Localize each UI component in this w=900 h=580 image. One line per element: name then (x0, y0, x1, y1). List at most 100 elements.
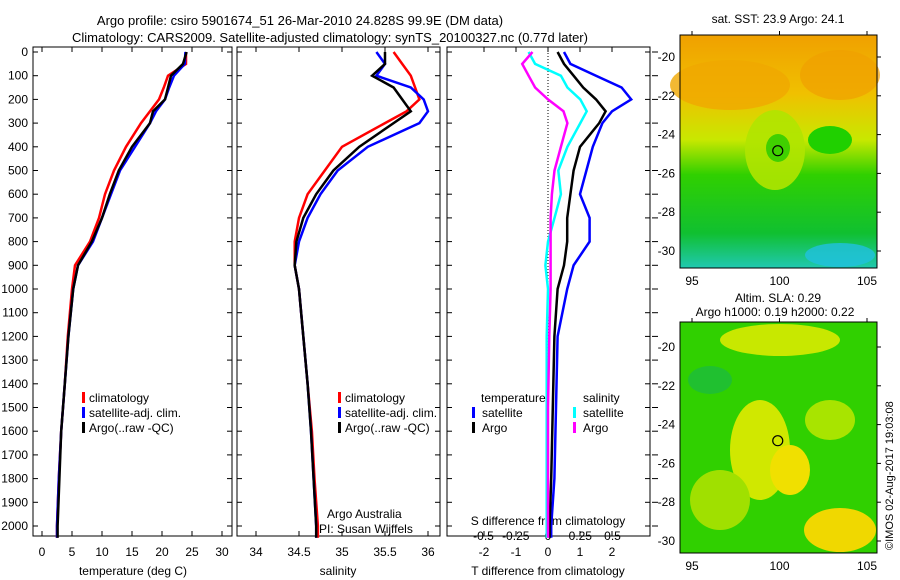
legend-label: climatology (89, 391, 149, 405)
tdiff-xlabel: T difference from climatology (471, 564, 625, 578)
sla-map: Altim. SLA: 0.29 Argo h1000: 0.19 h2000:… (658, 291, 881, 573)
credit-line2: PI: Susan Wijffels (319, 522, 413, 536)
legend-label: Argo(..raw -QC) (345, 421, 430, 435)
series-line-s-satellite (527, 51, 589, 538)
legend-label: Argo (482, 421, 508, 435)
lat-tick-label: -28 (658, 495, 676, 509)
lat-tick-label: -22 (658, 379, 676, 393)
depth-tick-label: 0 (21, 45, 28, 59)
series-line-t-argo (548, 51, 608, 538)
title-line2: Climatology: CARS2009. Satellite-adjuste… (72, 30, 588, 45)
copyright-footer: ©IMOS 02-Aug-2017 19:03:08 (884, 401, 896, 550)
depth-tick-label: 1700 (1, 448, 28, 462)
x-tick-label: 1 (577, 545, 584, 559)
x-tick-label: 34.5 (287, 545, 311, 559)
lon-tick-label: 105 (857, 559, 877, 573)
depth-tick-label: 1900 (1, 495, 28, 509)
depth-tick-label: 800 (8, 235, 28, 249)
lat-tick-label: -30 (658, 244, 676, 258)
s-tick-label: -0.25 (502, 529, 530, 543)
title-line1: Argo profile: csiro 5901674_51 26-Mar-20… (97, 13, 503, 28)
sla-high (690, 470, 750, 530)
x-tick-label: 0 (545, 545, 552, 559)
lat-tick-label: -22 (658, 89, 676, 103)
x-tick-label: 35 (335, 545, 349, 559)
sla-low (688, 366, 732, 394)
depth-tick-label: 2000 (1, 519, 28, 533)
legend-swatch (82, 392, 85, 403)
x-tick-label: -1 (511, 545, 522, 559)
argo-location-marker (772, 435, 784, 447)
argo-location-marker (772, 145, 784, 157)
lat-tick-label: -20 (658, 50, 676, 64)
depth-tick-label: 300 (8, 116, 28, 130)
depth-tick-label: 1000 (1, 282, 28, 296)
legend-swatch (82, 422, 85, 433)
series-line-satellite-adj-clim- (55, 51, 187, 538)
sst-warm-patch (670, 60, 790, 110)
series-line-t-satellite (549, 51, 634, 538)
legend-swatch (573, 407, 576, 418)
map-frame (679, 321, 878, 554)
temperature-xlabel: temperature (deg C) (79, 564, 187, 578)
sla-high (804, 508, 876, 552)
depth-tick-label: 400 (8, 140, 28, 154)
credit-line1: Argo Australia (327, 507, 402, 521)
lat-tick-label: -20 (658, 340, 676, 354)
lat-tick-label: -24 (658, 418, 676, 432)
sla-high (720, 324, 840, 356)
map-frame (679, 34, 878, 269)
depth-tick-label: 1800 (1, 472, 28, 486)
x-tick-label: 2 (609, 545, 616, 559)
legend-swatch (338, 407, 341, 418)
difference-panel: T difference from climatology S differen… (446, 46, 658, 578)
lat-tick-label: -26 (658, 456, 676, 470)
x-tick-label: 20 (155, 545, 169, 559)
legend-swatch (338, 422, 341, 433)
sst-eddy (766, 134, 790, 162)
lat-tick-label: -24 (658, 128, 676, 142)
depth-tick-label: 200 (8, 92, 28, 106)
sst-eddy (808, 126, 852, 154)
sst-warm-patch (800, 50, 880, 100)
depth-tick-label: 900 (8, 258, 28, 272)
plot-frame (236, 46, 441, 537)
legend-label: Argo(..raw -QC) (89, 421, 174, 435)
legend-label: satellite-adj. clim. (89, 406, 181, 420)
depth-tick-label: 100 (8, 69, 28, 83)
depth-tick-label: 1600 (1, 424, 28, 438)
legend-swatch (472, 422, 475, 433)
plot-frame (32, 46, 233, 537)
depth-tick-label: 1400 (1, 377, 28, 391)
series-line-argo-raw-qc- (293, 52, 413, 538)
legend-swatch (338, 392, 341, 403)
lon-tick-label: 100 (769, 559, 789, 573)
x-tick-label: 25 (185, 545, 199, 559)
depth-tick-label: 1300 (1, 353, 28, 367)
lon-tick-label: 100 (769, 274, 789, 288)
x-tick-label: 5 (69, 545, 76, 559)
depth-tick-label: 700 (8, 211, 28, 225)
sla-title-line1: Altim. SLA: 0.29 (735, 291, 821, 305)
depth-tick-label: 1500 (1, 401, 28, 415)
sst-cool-patch (805, 243, 875, 267)
x-tick-label: 36 (421, 545, 435, 559)
legend-label: satellite (583, 406, 624, 420)
lon-tick-label: 95 (685, 274, 699, 288)
series-line-s-argo (520, 51, 569, 538)
s-tick-label: -0.5 (473, 529, 494, 543)
legend-swatch (472, 407, 475, 418)
legend-label: satellite (482, 406, 523, 420)
series-line-argo-raw-qc- (56, 51, 188, 538)
legend-swatch (573, 422, 576, 433)
depth-tick-label: 1200 (1, 329, 28, 343)
legend-title-temperature: temperature (481, 391, 546, 405)
s-tick-label: 0.25 (569, 529, 593, 543)
legend-label: Argo (583, 421, 609, 435)
x-tick-label: 10 (95, 545, 109, 559)
s-tick-label: 0.5 (604, 529, 621, 543)
x-tick-label: 35.5 (373, 545, 397, 559)
lon-tick-label: 95 (685, 559, 699, 573)
depth-tick-label: 500 (8, 164, 28, 178)
